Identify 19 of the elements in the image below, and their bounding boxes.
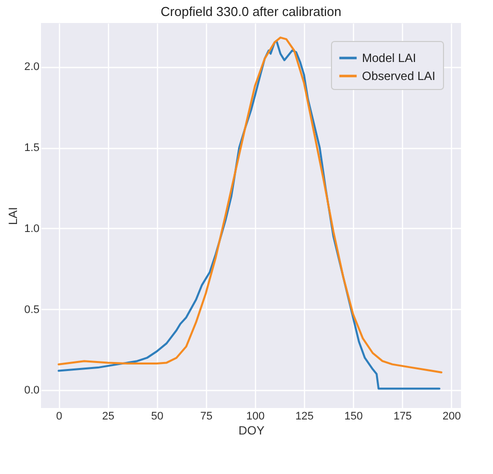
- y-tick-label: 0.5: [24, 304, 40, 316]
- legend-label: Model LAI: [362, 51, 416, 65]
- x-axis-title: DOY: [238, 424, 265, 438]
- x-tick-label: 100: [246, 410, 265, 422]
- x-tick-label: 50: [151, 410, 164, 422]
- x-tick-label: 175: [393, 410, 412, 422]
- x-tick-label: 200: [442, 410, 461, 422]
- x-tick-label: 125: [295, 410, 314, 422]
- y-axis-title: LAI: [6, 206, 20, 226]
- x-tick-label: 0: [56, 410, 62, 422]
- y-tick-label: 1.0: [24, 222, 40, 235]
- x-tick-label: 150: [344, 410, 363, 422]
- chart-title: Cropfield 330.0 after calibration: [160, 4, 342, 19]
- legend-label: Observed LAI: [362, 69, 436, 83]
- x-tick-label: 75: [200, 410, 212, 422]
- y-tick-label: 2.0: [24, 61, 40, 74]
- y-tick-label: 0.0: [24, 384, 40, 397]
- y-tick-label: 1.5: [24, 142, 40, 154]
- x-tick-label: 25: [102, 410, 114, 422]
